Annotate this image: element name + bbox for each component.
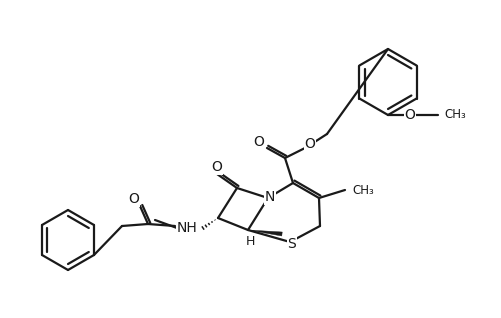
Text: N: N	[265, 190, 275, 204]
Polygon shape	[247, 230, 282, 236]
Text: O: O	[128, 192, 139, 206]
Text: CH₃: CH₃	[351, 183, 373, 197]
Text: CH₃: CH₃	[443, 108, 465, 121]
Text: O: O	[304, 137, 315, 151]
Text: H: H	[245, 236, 254, 248]
Text: O: O	[253, 135, 264, 149]
Text: NH: NH	[176, 221, 197, 235]
Text: O: O	[404, 108, 415, 122]
Text: S: S	[287, 237, 296, 251]
Text: O: O	[211, 160, 222, 174]
